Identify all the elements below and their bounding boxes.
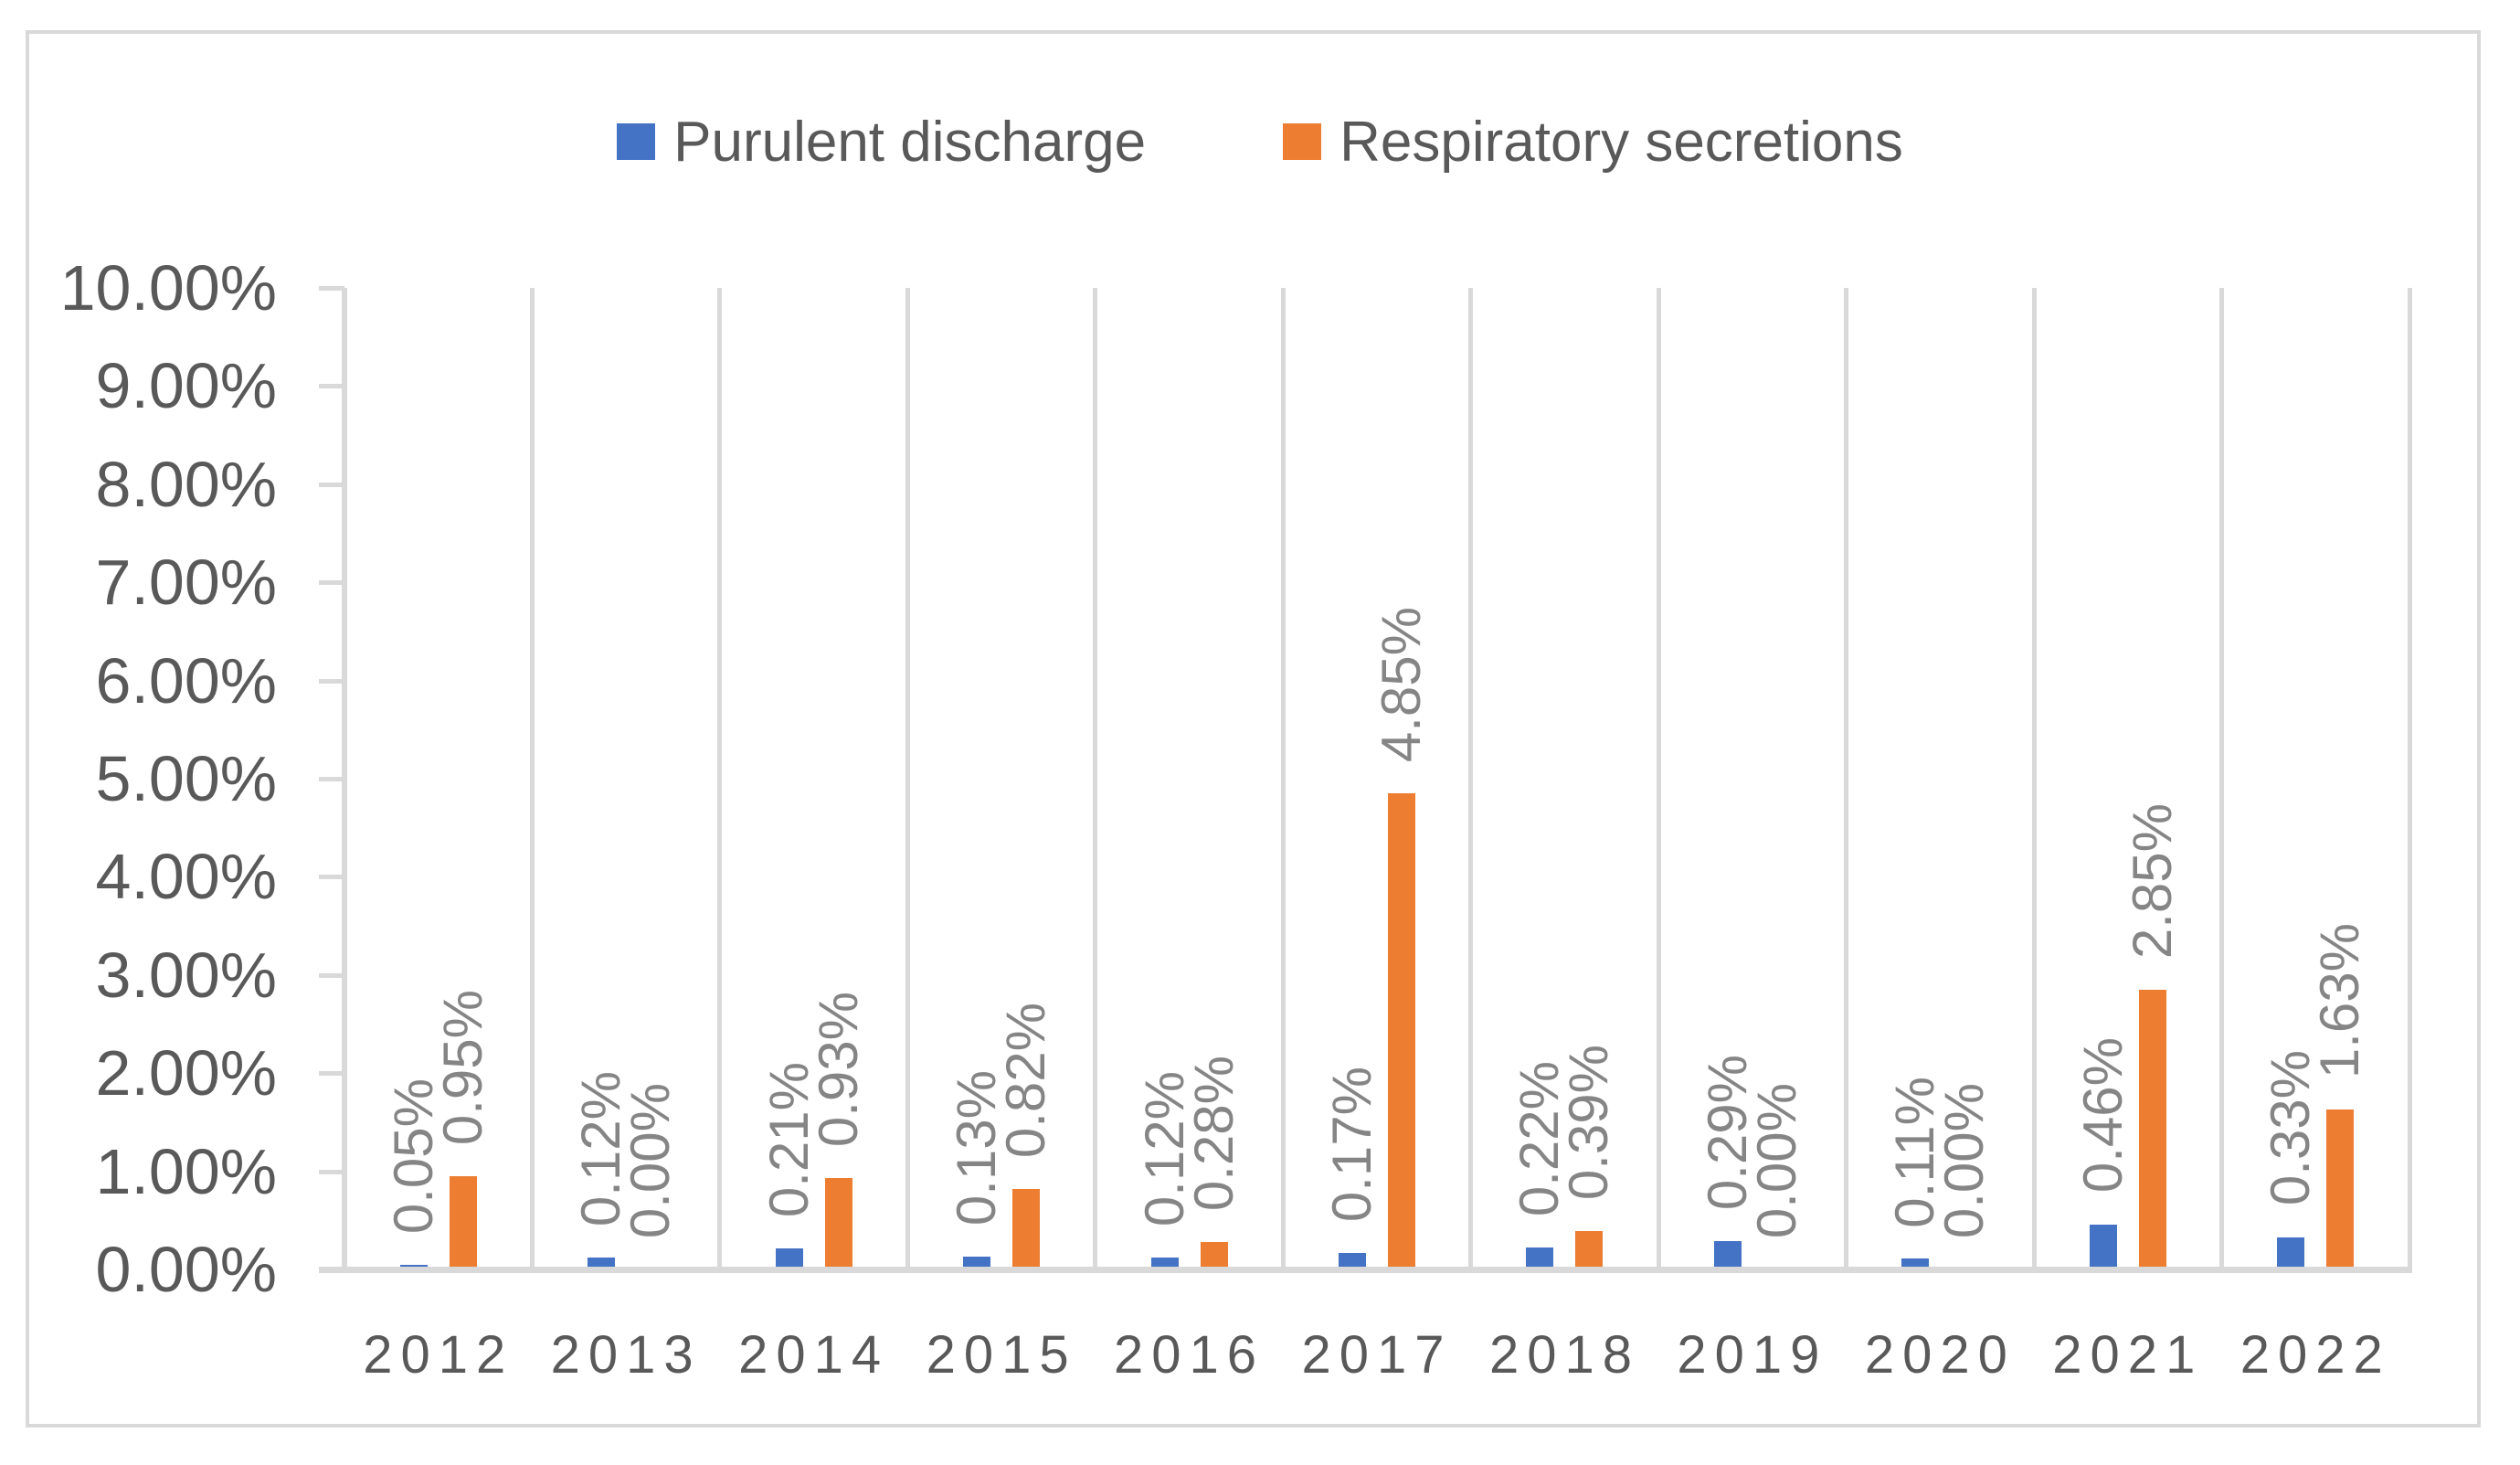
legend-label-purulent-discharge: Purulent discharge <box>673 110 1147 174</box>
data-label-respiratory-secretions-2017: 4.85% <box>1371 606 1432 763</box>
x-axis-label-2019: 2019 <box>1677 1325 1828 1385</box>
x-axis-label-2022: 2022 <box>2239 1325 2391 1385</box>
data-label-respiratory-secretions-2016: 0.28% <box>1182 1055 1244 1211</box>
y-axis-tick-mark <box>319 482 344 487</box>
y-axis-tick-label: 10.00% <box>59 252 277 324</box>
y-axis-tick-label: 8.00% <box>95 448 277 520</box>
bar-respiratory-secretions-2018 <box>1575 1231 1604 1269</box>
bar-purulent-discharge-2014 <box>775 1248 803 1269</box>
y-axis-line <box>342 288 347 1272</box>
x-axis-line <box>319 1267 2412 1273</box>
y-axis-tick-label: 2.00% <box>95 1037 277 1109</box>
legend-item-respiratory-secretions: Respiratory secretions <box>1283 110 1903 175</box>
y-axis-tick-label: 6.00% <box>95 644 277 717</box>
bar-purulent-discharge-2021 <box>2089 1224 2117 1269</box>
data-label-purulent-discharge-2017: 0.17% <box>1321 1066 1382 1222</box>
data-label-respiratory-secretions-2013: 0.00% <box>619 1082 682 1238</box>
legend-label-respiratory-secretions: Respiratory secretions <box>1339 110 1903 174</box>
y-axis-tick-label: 1.00% <box>95 1135 277 1207</box>
x-axis-label-2015: 2015 <box>926 1325 1077 1385</box>
data-label-respiratory-secretions-2021: 2.85% <box>2121 802 2183 959</box>
bar-respiratory-secretions-2021 <box>2138 989 2166 1269</box>
y-axis-tick-mark <box>319 678 344 684</box>
y-axis-tick-mark <box>319 286 344 291</box>
bar-purulent-discharge-2019 <box>1713 1240 1742 1269</box>
y-axis-tick-mark <box>319 972 344 978</box>
bar-purulent-discharge-2020 <box>1901 1258 1930 1269</box>
data-label-respiratory-secretions-2020: 0.00% <box>1933 1082 1996 1238</box>
data-label-respiratory-secretions-2022: 1.63% <box>2309 922 2371 1078</box>
data-label-purulent-discharge-2021: 0.46% <box>2071 1037 2134 1194</box>
bar-purulent-discharge-2018 <box>1526 1247 1554 1269</box>
bar-respiratory-secretions-2012 <box>449 1175 477 1269</box>
data-label-respiratory-secretions-2015: 0.82% <box>995 1002 1057 1158</box>
bar-purulent-discharge-2022 <box>2277 1237 2305 1269</box>
x-axis-label-2020: 2020 <box>1864 1325 2016 1385</box>
y-axis-tick-mark <box>319 384 344 389</box>
data-label-respiratory-secretions-2012: 0.95% <box>431 989 493 1145</box>
bar-purulent-discharge-2013 <box>588 1258 616 1269</box>
category-gridline <box>717 288 723 1269</box>
y-axis-tick-label: 0.00% <box>95 1234 277 1305</box>
y-axis-tick-mark <box>319 777 344 781</box>
y-axis-tick-label: 3.00% <box>95 939 277 1011</box>
category-gridline <box>529 288 535 1269</box>
category-gridline <box>2407 288 2412 1269</box>
bar-respiratory-secretions-2015 <box>1012 1188 1041 1269</box>
y-axis-tick-mark <box>319 875 344 880</box>
x-axis-label-2017: 2017 <box>1301 1325 1453 1385</box>
category-gridline <box>1468 288 1474 1269</box>
y-axis-tick-label: 9.00% <box>95 350 277 422</box>
x-axis-label-2021: 2021 <box>2052 1325 2204 1385</box>
category-gridline <box>1280 288 1286 1269</box>
category-gridline <box>1844 288 1849 1269</box>
category-gridline <box>2219 288 2225 1269</box>
legend: Purulent discharge Respiratory secretion… <box>0 102 2520 181</box>
y-axis-tick-mark <box>319 1169 344 1174</box>
bar-respiratory-secretions-2022 <box>2326 1109 2355 1269</box>
x-axis-label-2018: 2018 <box>1488 1325 1640 1385</box>
bar-respiratory-secretions-2016 <box>1200 1241 1228 1269</box>
bar-purulent-discharge-2016 <box>1150 1258 1179 1269</box>
bar-respiratory-secretions-2014 <box>824 1178 852 1269</box>
y-axis-tick-mark <box>319 580 344 586</box>
category-gridline <box>905 288 910 1269</box>
x-axis-label-2012: 2012 <box>363 1325 514 1385</box>
y-axis-tick-label: 4.00% <box>95 841 277 913</box>
y-axis-tick-mark <box>319 1071 344 1077</box>
data-label-respiratory-secretions-2014: 0.93% <box>807 991 869 1148</box>
legend-marker-respiratory-secretions-icon <box>1283 123 1322 160</box>
data-label-respiratory-secretions-2019: 0.00% <box>1745 1082 1807 1238</box>
bar-purulent-discharge-2017 <box>1339 1252 1366 1269</box>
legend-marker-purulent-discharge-icon <box>617 123 656 160</box>
y-axis-tick-label: 5.00% <box>95 743 277 814</box>
bar-purulent-discharge-2015 <box>963 1257 991 1269</box>
category-gridline <box>1656 288 1661 1269</box>
category-gridline <box>1093 288 1098 1269</box>
x-axis-label-2016: 2016 <box>1114 1325 1265 1385</box>
chart-border <box>26 30 2481 1428</box>
data-label-respiratory-secretions-2018: 0.39% <box>1558 1044 1620 1201</box>
category-gridline <box>2031 288 2037 1269</box>
x-axis-label-2014: 2014 <box>738 1325 890 1385</box>
y-axis-tick-label: 7.00% <box>95 547 277 619</box>
bar-respiratory-secretions-2017 <box>1388 793 1415 1269</box>
legend-item-purulent-discharge: Purulent discharge <box>617 110 1146 175</box>
x-axis-label-2013: 2013 <box>550 1325 702 1385</box>
